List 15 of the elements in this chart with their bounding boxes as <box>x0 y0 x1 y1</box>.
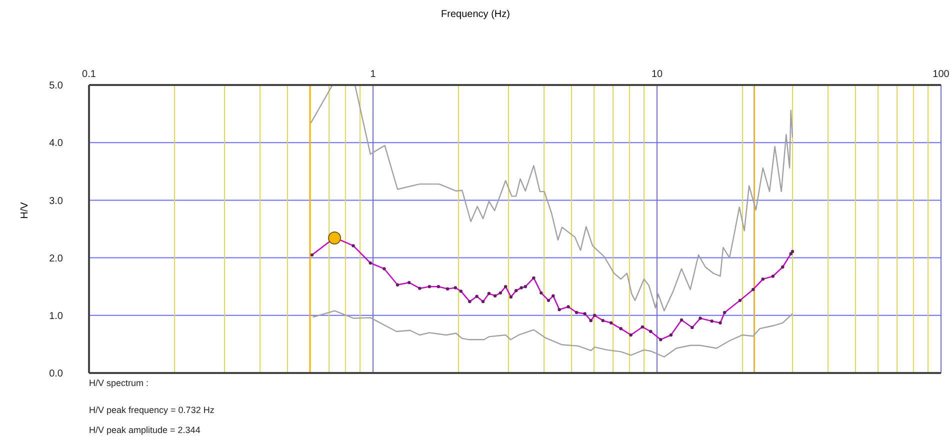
y-tick-label: 2.0 <box>49 253 64 264</box>
y-tick-label: 4.0 <box>49 138 64 150</box>
y-axis-title: H/V <box>20 201 30 221</box>
x-tick-label: 10 <box>651 69 663 80</box>
y-tick-label: 3.0 <box>49 196 64 207</box>
text: H/V peak amplitude = 2.344 <box>89 425 200 435</box>
x-tick-label: 1 <box>370 69 376 80</box>
x-tick-label: 0.1 <box>82 69 96 80</box>
x-axis-title: Frequency (Hz) <box>440 9 511 20</box>
y-tick-label: 1.0 <box>49 310 64 322</box>
y-tick-label: 0.0 <box>49 368 64 380</box>
x-tick-label: 100 <box>932 69 950 80</box>
y-tick-label: 5.0 <box>49 80 64 92</box>
text: H/V spectrum : <box>89 378 149 388</box>
text: H/V peak frequency = 0.732 Hz <box>89 405 214 415</box>
